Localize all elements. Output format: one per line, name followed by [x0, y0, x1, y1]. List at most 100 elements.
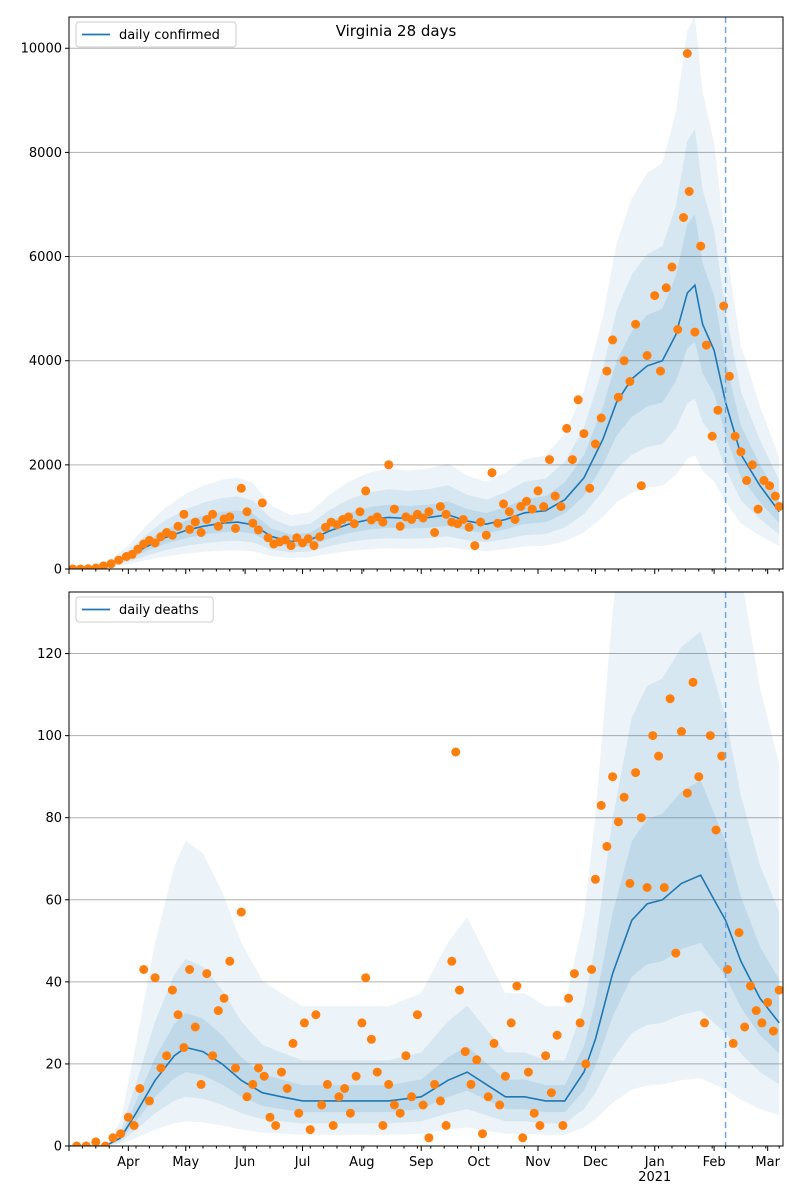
data-point [581, 1059, 591, 1069]
data-point [162, 1051, 172, 1061]
data-point [723, 965, 732, 974]
data-point [292, 533, 302, 543]
y-tick-label: 6000 [29, 250, 62, 265]
data-point [231, 1063, 240, 1073]
data-point [701, 340, 711, 350]
uncertainty-band [69, 129, 780, 569]
chart-title: Virginia 28 days [336, 22, 457, 40]
data-point [236, 483, 246, 493]
data-point [700, 1018, 709, 1028]
plot-area [69, 17, 783, 569]
data-point [602, 841, 612, 851]
data-point [271, 1121, 281, 1130]
data-point [407, 515, 417, 524]
data-point [654, 751, 664, 761]
data-point [254, 525, 263, 535]
data-point [236, 907, 246, 917]
data-point [435, 502, 445, 511]
data-point [455, 985, 464, 995]
data-point [366, 1034, 376, 1044]
data-point [190, 517, 200, 527]
data-point [99, 561, 108, 569]
data-point [315, 532, 325, 542]
data-point [713, 405, 723, 415]
data-point [707, 431, 717, 441]
data-point [667, 262, 677, 272]
data-point [596, 800, 606, 810]
data-point [303, 534, 313, 544]
data-point [129, 1121, 139, 1130]
legend-label: daily deaths [119, 603, 199, 618]
x-tick-label: Sep [409, 1155, 434, 1170]
data-point [282, 1084, 292, 1093]
data-point [545, 455, 554, 465]
data-point [470, 541, 480, 551]
data-point [690, 327, 700, 337]
data-point [407, 1092, 417, 1102]
data-point [562, 423, 572, 433]
data-point [746, 981, 755, 991]
data-point [608, 772, 618, 782]
data-point [441, 1121, 451, 1130]
data-point [757, 1018, 767, 1028]
data-point [328, 1121, 338, 1130]
data-point [144, 1096, 154, 1106]
median-line [69, 283, 780, 569]
data-point [344, 512, 353, 522]
data-point [286, 541, 296, 551]
data-point [412, 1010, 422, 1020]
y-tick-label: 0 [54, 1140, 62, 1155]
data-point [590, 874, 600, 884]
y-tick-label: 10000 [21, 42, 62, 57]
data-point [770, 491, 780, 501]
data-point [280, 535, 290, 545]
data-point [231, 523, 240, 533]
y-tick-label: 8000 [29, 146, 62, 161]
data-point [248, 1079, 258, 1089]
uncertainty-band [69, 592, 780, 1146]
y-tick-label: 2000 [29, 458, 62, 473]
data-point [72, 1141, 82, 1146]
data-point [631, 319, 641, 329]
data-point [619, 792, 629, 802]
data-point [418, 513, 428, 523]
data-point [213, 1006, 223, 1016]
data-point [579, 429, 589, 439]
data-point [196, 1079, 206, 1089]
data-point [679, 213, 688, 222]
data-point [696, 241, 706, 251]
data-point [225, 512, 235, 522]
data-point [774, 985, 783, 995]
data-point [395, 1108, 405, 1118]
axes-frame [68, 591, 784, 1147]
data-point [719, 301, 729, 311]
data-point [500, 1071, 510, 1081]
data-point [478, 1129, 487, 1139]
data-point [556, 502, 566, 511]
data-point [763, 997, 773, 1007]
data-point [539, 502, 549, 511]
data-point [357, 1018, 367, 1028]
data-point [677, 727, 686, 736]
data-point [202, 515, 212, 524]
data-point [263, 533, 273, 543]
data-point [550, 491, 560, 501]
x-tick-label: Oct [467, 1155, 489, 1170]
data-point [768, 1026, 778, 1036]
data-point [533, 486, 543, 496]
data-point [608, 335, 618, 345]
data-point [451, 747, 461, 757]
x-tick-label: 2021 [638, 1170, 671, 1185]
data-point [91, 563, 101, 569]
legend-box [75, 21, 237, 48]
data-point [257, 498, 267, 508]
data-point [351, 1071, 361, 1081]
y-tick-label: 40 [45, 975, 62, 990]
data-point [173, 521, 183, 531]
data-point [684, 187, 694, 196]
data-point [179, 1043, 189, 1052]
data-point [759, 476, 769, 485]
data-point [389, 504, 399, 514]
data-point [458, 515, 468, 524]
